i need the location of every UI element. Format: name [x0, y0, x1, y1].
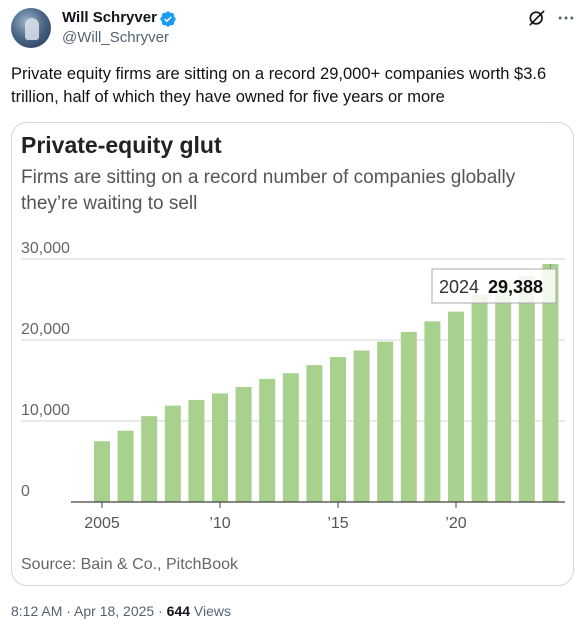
bar-2015 — [330, 357, 346, 502]
tweet-timestamp[interactable]: 8:12 AM · Apr 18, 2025 · — [11, 603, 167, 619]
bar-2007 — [141, 416, 158, 502]
bar-2009 — [188, 399, 205, 502]
y-tick-label: 10,000 — [21, 402, 70, 419]
x-tick-label: 2005 — [84, 515, 120, 532]
bar-2006 — [117, 430, 134, 502]
tweet-meta: 8:12 AM · Apr 18, 2025 · 644 Views — [11, 603, 231, 619]
x-tick-label: ’15 — [327, 515, 348, 532]
verified-badge-icon — [160, 11, 176, 27]
bar-2012 — [259, 378, 276, 502]
bar-2014 — [306, 365, 323, 502]
views-label: Views — [190, 603, 231, 619]
views-count: 644 — [166, 603, 191, 619]
bar-2019 — [424, 321, 441, 502]
chart-source: Source: Bain & Co., PitchBook — [21, 556, 238, 573]
x-tick-label: ’10 — [209, 515, 230, 532]
bar-2005 — [94, 441, 110, 502]
bar-2023 — [518, 276, 535, 502]
y-tick-label: 20,000 — [21, 321, 70, 338]
bar-2020 — [448, 311, 464, 502]
bar-2018 — [400, 331, 417, 502]
bar-2017 — [377, 341, 394, 502]
grok-icon[interactable] — [527, 8, 547, 28]
tweet-text: Private equity firms are sitting on a re… — [11, 65, 547, 106]
annotation-box — [431, 268, 557, 304]
bar-2008 — [164, 405, 181, 502]
y-tick-label: 30,000 — [21, 240, 70, 257]
user-handle[interactable]: @Will_Schryver — [62, 29, 169, 46]
y-tick-label: 0 — [21, 483, 30, 500]
chart-subtitle: Firms are sitting on a record number of … — [21, 167, 516, 214]
bar-2016 — [353, 350, 370, 502]
bar-2024 — [542, 263, 559, 502]
user-name[interactable]: Will Schryver — [62, 9, 157, 26]
chart-title: Private-equity glut — [21, 132, 222, 158]
annotation-year: 2024 — [439, 277, 479, 297]
annotation-value: 29,388 — [488, 277, 543, 297]
avatar[interactable] — [11, 8, 51, 48]
bar-2021 — [471, 294, 488, 502]
bar-2011 — [235, 386, 252, 502]
bar-chart: 0 10,000 20,000 30,000 2005 ’10 ’15 ’20 2024 29,3… — [21, 240, 565, 532]
bar-2010 — [212, 393, 228, 502]
avatar-figure — [25, 18, 39, 40]
bar-2013 — [282, 373, 299, 502]
more-icon[interactable] — [556, 8, 576, 28]
chart-card[interactable]: Private-equity glut Firms are sitting on… — [11, 122, 574, 586]
x-tick-label: ’20 — [445, 515, 466, 532]
bar-2022 — [495, 280, 512, 502]
